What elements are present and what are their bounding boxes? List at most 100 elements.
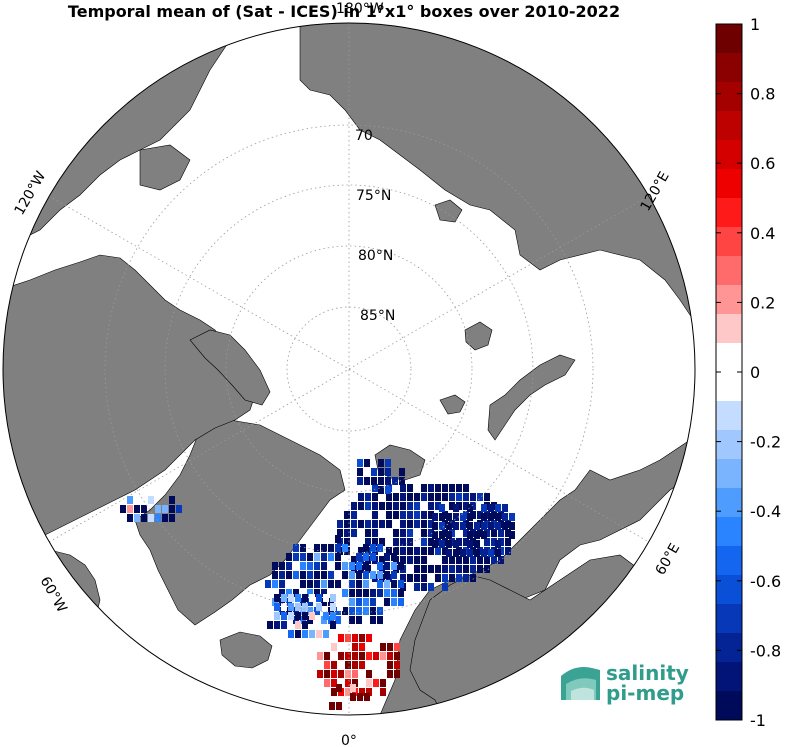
data-cell bbox=[330, 621, 336, 629]
data-cell bbox=[414, 583, 420, 591]
data-cell bbox=[363, 598, 369, 606]
data-cell bbox=[127, 514, 133, 522]
data-cell bbox=[377, 571, 383, 579]
data-cell bbox=[392, 477, 398, 485]
data-cell bbox=[336, 684, 342, 692]
data-cell bbox=[435, 484, 441, 492]
data-cell bbox=[370, 571, 376, 579]
data-cell bbox=[356, 580, 362, 588]
data-cell bbox=[356, 571, 362, 579]
data-cell bbox=[363, 607, 369, 615]
data-cell bbox=[453, 522, 459, 530]
colorbar: 1 0.8 0.6 0.4 0.2 0 -0.2 -0.4 -0.6 -0.8 -1 bbox=[715, 15, 781, 730]
data-cell bbox=[446, 549, 452, 557]
data-cell bbox=[488, 513, 494, 521]
data-cell bbox=[300, 571, 306, 579]
colorbar-segment bbox=[716, 372, 742, 402]
data-cell bbox=[366, 679, 372, 687]
data-cell bbox=[335, 616, 341, 624]
data-cell bbox=[463, 484, 469, 492]
data-cell bbox=[378, 459, 384, 467]
data-cell bbox=[307, 607, 313, 615]
data-cell bbox=[384, 598, 390, 606]
latitude-circle-75 bbox=[164, 184, 534, 554]
land-greenland bbox=[134, 419, 346, 626]
data-cell bbox=[384, 580, 390, 588]
data-cell bbox=[386, 511, 392, 519]
data-cell bbox=[314, 571, 320, 579]
data-cell bbox=[394, 643, 400, 651]
data-cell bbox=[272, 580, 278, 588]
data-cell bbox=[281, 621, 287, 629]
data-cell bbox=[386, 520, 392, 528]
data-cell bbox=[505, 538, 511, 546]
data-cell bbox=[364, 477, 370, 485]
data-cell bbox=[351, 529, 357, 537]
data-cell bbox=[359, 652, 365, 660]
data-cell bbox=[384, 562, 390, 570]
data-cell bbox=[467, 522, 473, 530]
data-cell bbox=[488, 549, 494, 557]
colorbar-ticks: 1 0.8 0.6 0.4 0.2 0 -0.2 -0.4 -0.6 -0.8 -1 bbox=[716, 15, 781, 730]
data-cell bbox=[456, 556, 462, 564]
data-cell bbox=[302, 612, 308, 620]
data-cell bbox=[127, 496, 133, 504]
data-cell bbox=[321, 589, 327, 597]
data-cell bbox=[331, 661, 337, 669]
data-cell bbox=[344, 538, 350, 546]
data-cell bbox=[393, 502, 399, 510]
land-iceland bbox=[219, 631, 273, 669]
data-cell bbox=[324, 661, 330, 669]
data-cell bbox=[446, 522, 452, 530]
data-cell bbox=[453, 540, 459, 548]
data-cell bbox=[331, 688, 337, 696]
data-cell bbox=[342, 607, 348, 615]
data-cell bbox=[302, 630, 308, 638]
data-cell bbox=[295, 630, 301, 638]
data-cell bbox=[350, 693, 356, 701]
data-cell bbox=[120, 505, 126, 513]
data-cell bbox=[414, 547, 420, 555]
data-cell bbox=[400, 502, 406, 510]
data-cell bbox=[323, 594, 329, 602]
data-cell bbox=[505, 547, 511, 555]
data-cell bbox=[428, 529, 434, 537]
data-cell bbox=[463, 538, 469, 546]
data-cell bbox=[317, 670, 323, 678]
data-cell bbox=[342, 589, 348, 597]
data-cell bbox=[345, 652, 351, 660]
data-cell bbox=[344, 529, 350, 537]
data-cell bbox=[378, 468, 384, 476]
data-cell bbox=[148, 496, 154, 504]
data-cell bbox=[400, 493, 406, 501]
data-cell bbox=[407, 547, 413, 555]
data-cell bbox=[385, 486, 391, 494]
data-cell bbox=[323, 630, 329, 638]
data-cell bbox=[344, 511, 350, 519]
data-cell bbox=[357, 459, 363, 467]
latitude-label-85: 85°N bbox=[360, 308, 395, 324]
data-cell bbox=[329, 702, 335, 710]
data-cell bbox=[463, 574, 469, 582]
data-cell bbox=[428, 493, 434, 501]
data-cell bbox=[491, 538, 497, 546]
data-cell bbox=[435, 502, 441, 510]
data-cell bbox=[370, 589, 376, 597]
colorbar-segment bbox=[716, 140, 742, 170]
data-cell bbox=[366, 688, 372, 696]
data-cell bbox=[421, 511, 427, 519]
data-cell bbox=[363, 589, 369, 597]
data-cell bbox=[356, 616, 362, 624]
data-cell bbox=[394, 652, 400, 660]
data-cell bbox=[421, 484, 427, 492]
data-cell bbox=[279, 562, 285, 570]
data-cell bbox=[398, 598, 404, 606]
data-cell bbox=[372, 520, 378, 528]
data-cell bbox=[345, 661, 351, 669]
data-cell bbox=[400, 556, 406, 564]
data-cell bbox=[293, 589, 299, 597]
colorbar-tick-label: -0.4 bbox=[750, 502, 781, 521]
data-cell bbox=[370, 544, 376, 552]
data-cell bbox=[421, 556, 427, 564]
